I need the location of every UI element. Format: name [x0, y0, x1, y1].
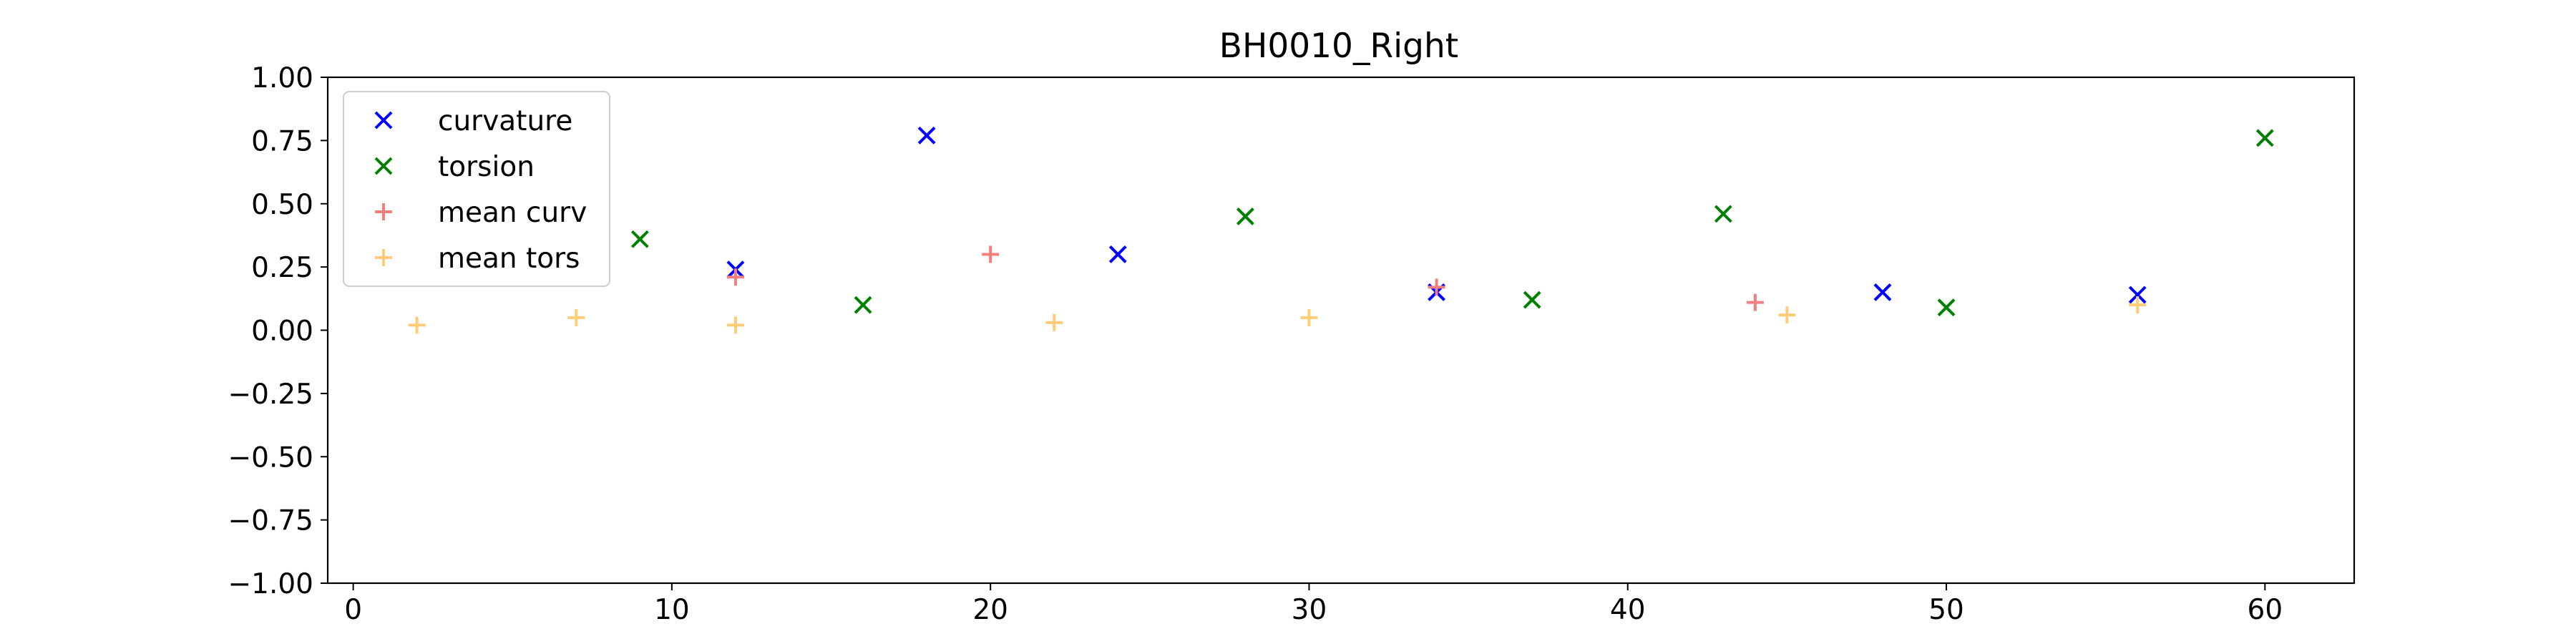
- data-point-torsion: [1714, 205, 1732, 223]
- data-point-mean-tors: [1300, 308, 1318, 326]
- series-torsion: [630, 129, 2274, 317]
- data-point-mean-tors: [1045, 313, 1063, 331]
- x-tick-label: 60: [2248, 594, 2283, 626]
- x-tick-label: 50: [1928, 594, 1964, 626]
- y-tick-label: 0.75: [251, 125, 313, 157]
- data-point-mean-curv: [726, 268, 744, 286]
- x-tick-label: 10: [654, 594, 690, 626]
- data-point-mean-tors: [2129, 296, 2147, 314]
- y-tick-label: −0.75: [228, 505, 313, 537]
- series-mean-curv: [726, 245, 1764, 311]
- legend: curvature torsion mean curv mean tors: [343, 91, 610, 287]
- legend-box: [343, 91, 610, 287]
- x-tick-label: 30: [1292, 594, 1327, 626]
- data-point-mean-tors: [1778, 306, 1796, 324]
- y-tick-label: −0.25: [228, 379, 313, 411]
- legend-marker-curvature: [374, 111, 393, 130]
- y-tick-label: 0.50: [251, 189, 313, 221]
- data-point-mean-tors: [726, 316, 744, 334]
- legend-label: mean curv: [438, 197, 587, 229]
- y-tick-label: 0.25: [251, 252, 313, 284]
- data-point-mean-curv: [1428, 278, 1445, 296]
- x-tick-label: 20: [972, 594, 1008, 626]
- data-point-torsion: [854, 296, 872, 314]
- y-tick-label: 0.00: [251, 316, 313, 348]
- x-tick-label: 0: [344, 594, 362, 626]
- x-tick-label: 40: [1610, 594, 1646, 626]
- data-point-mean-tors: [408, 316, 426, 334]
- y-tick-label: −0.50: [228, 441, 313, 474]
- legend-label: torsion: [438, 151, 535, 183]
- axis-ticks: 0 10 20 30 40 50 60 −1.00 −0.75 −0.50 −0.25 0.00 0.2…: [228, 62, 2283, 626]
- data-point-mean-tors: [567, 308, 585, 326]
- legend-marker-mean-tors: [375, 249, 392, 266]
- legend-label: curvature: [438, 105, 572, 137]
- chart-title: BH0010_Right: [1219, 26, 1458, 66]
- series-mean-tors: [408, 296, 2147, 334]
- legend-label: mean tors: [438, 243, 580, 275]
- data-point-curvature: [1108, 245, 1127, 263]
- legend-marker-torsion: [374, 157, 393, 175]
- data-point-torsion: [1236, 208, 1254, 225]
- data-point-curvature: [1873, 283, 1892, 301]
- data-points: [408, 126, 2274, 334]
- data-point-curvature: [2128, 286, 2147, 304]
- data-point-torsion: [1523, 291, 1541, 309]
- data-point-mean-curv: [982, 245, 1000, 263]
- data-point-torsion: [2255, 129, 2274, 147]
- data-point-torsion: [630, 230, 649, 248]
- y-tick-label: 1.00: [251, 62, 313, 94]
- legend-marker-mean-curv: [375, 203, 392, 220]
- data-point-mean-curv: [1746, 293, 1764, 311]
- data-point-curvature: [917, 126, 936, 145]
- y-tick-label: −1.00: [228, 568, 313, 600]
- data-point-torsion: [1937, 298, 1956, 317]
